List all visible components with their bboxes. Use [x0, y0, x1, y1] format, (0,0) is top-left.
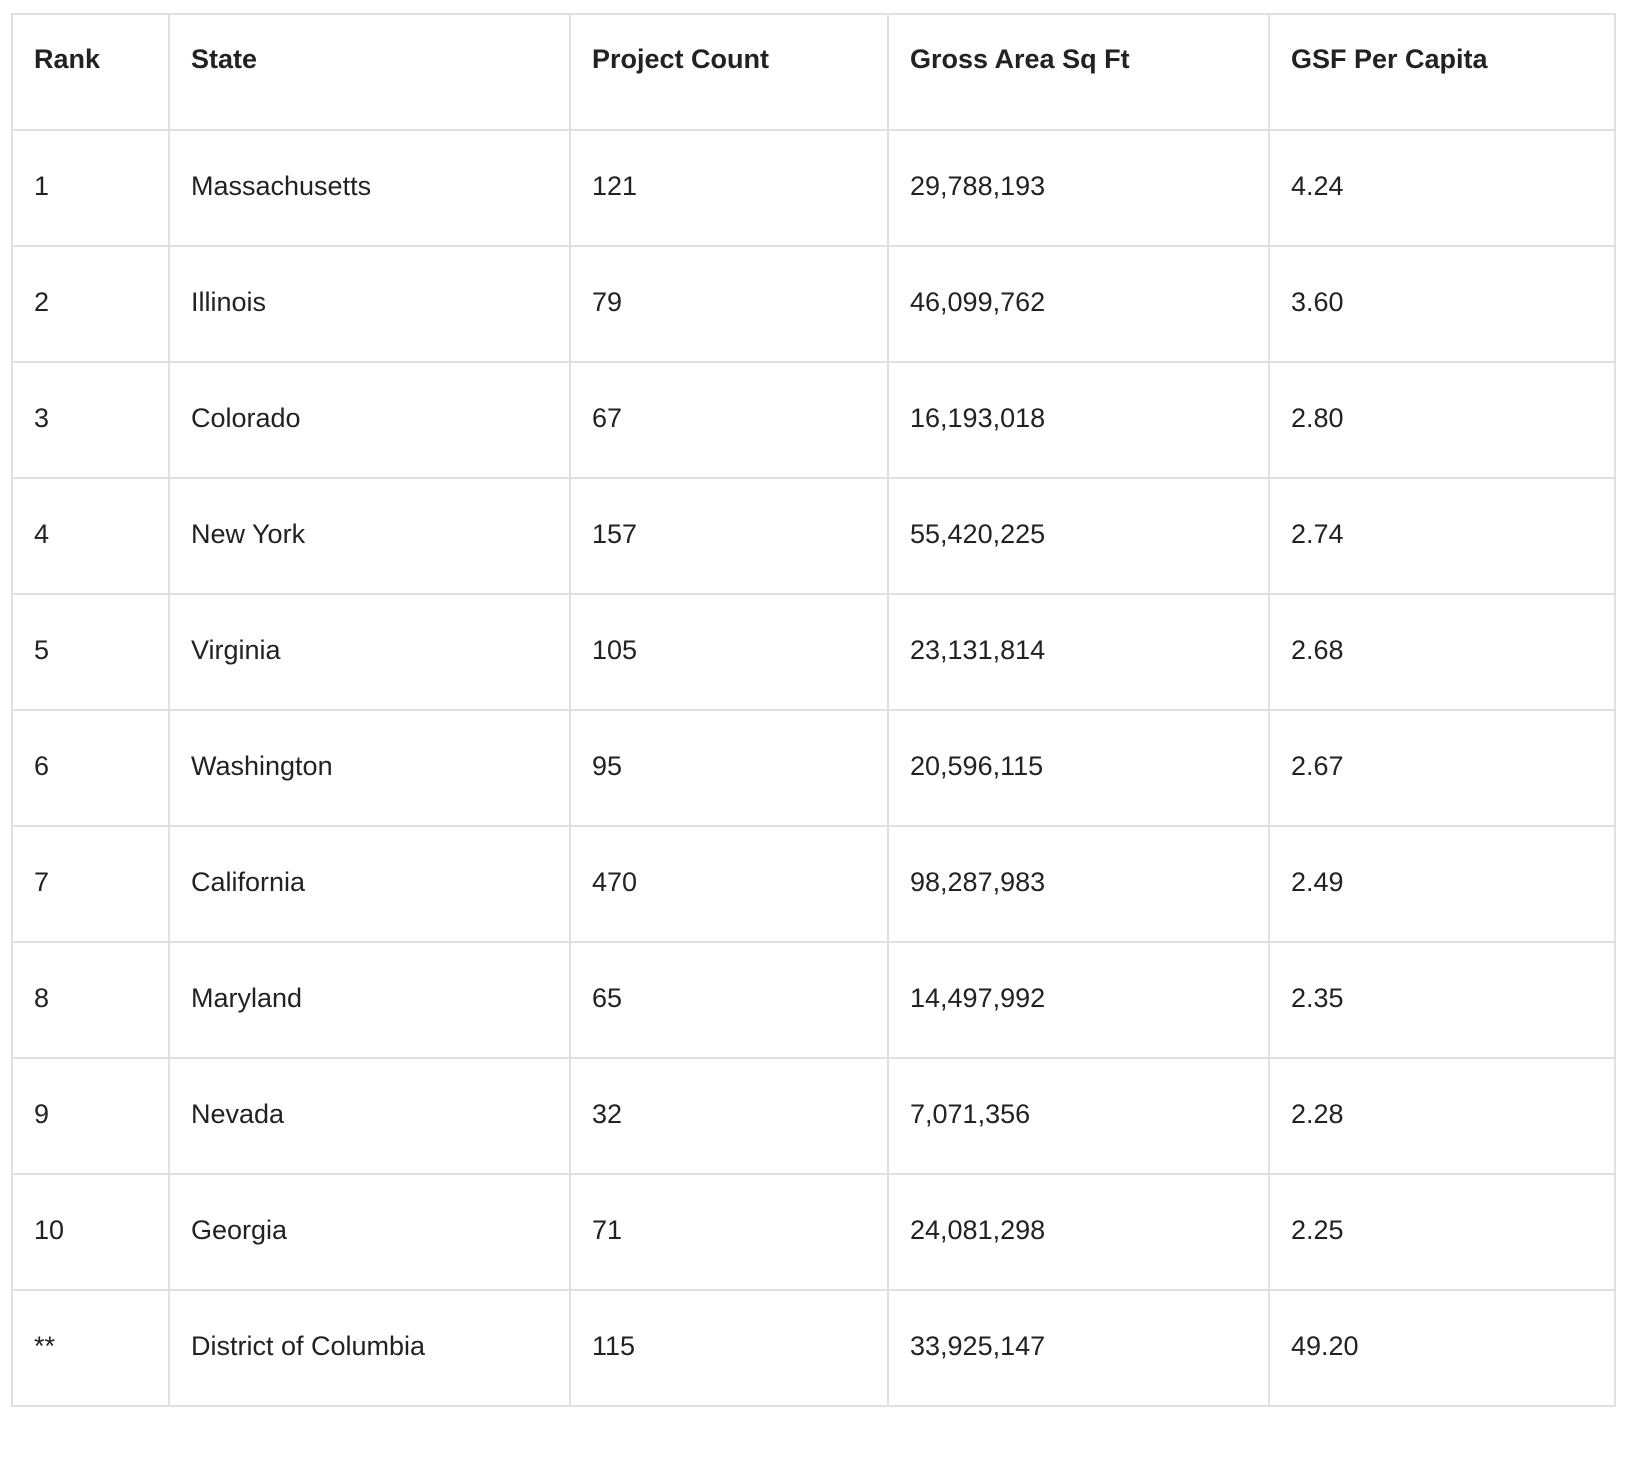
- cell-state: Colorado: [168, 361, 571, 479]
- cell-gsf-per-capita: 4.24: [1268, 129, 1616, 247]
- table-row: 10 Georgia 71 24,081,298 2.25: [11, 1173, 1616, 1291]
- cell-state: Nevada: [168, 1057, 571, 1175]
- cell-state: Georgia: [168, 1173, 571, 1291]
- cell-project-count: 470: [569, 825, 889, 943]
- cell-project-count: 67: [569, 361, 889, 479]
- header-project-count: Project Count: [569, 13, 889, 131]
- cell-gsf-per-capita: 2.80: [1268, 361, 1616, 479]
- cell-project-count: 79: [569, 245, 889, 363]
- table-header: Rank State Project Count Gross Area Sq F…: [11, 13, 1616, 131]
- cell-state: Washington: [168, 709, 571, 827]
- cell-project-count: 95: [569, 709, 889, 827]
- table-row: ** District of Columbia 115 33,925,147 4…: [11, 1289, 1616, 1407]
- cell-rank: 1: [11, 129, 170, 247]
- cell-gross-area: 7,071,356: [887, 1057, 1270, 1175]
- cell-gross-area: 55,420,225: [887, 477, 1270, 595]
- cell-rank: 4: [11, 477, 170, 595]
- header-gross-area: Gross Area Sq Ft: [887, 13, 1270, 131]
- header-row: Rank State Project Count Gross Area Sq F…: [11, 13, 1616, 131]
- table-row: 3 Colorado 67 16,193,018 2.80: [11, 361, 1616, 479]
- cell-state: Illinois: [168, 245, 571, 363]
- cell-gross-area: 33,925,147: [887, 1289, 1270, 1407]
- cell-gsf-per-capita: 49.20: [1268, 1289, 1616, 1407]
- cell-state: District of Columbia: [168, 1289, 571, 1407]
- table-row: 2 Illinois 79 46,099,762 3.60: [11, 245, 1616, 363]
- cell-gross-area: 23,131,814: [887, 593, 1270, 711]
- cell-rank: 6: [11, 709, 170, 827]
- cell-gsf-per-capita: 2.25: [1268, 1173, 1616, 1291]
- table-row: 8 Maryland 65 14,497,992 2.35: [11, 941, 1616, 1059]
- cell-state: California: [168, 825, 571, 943]
- table-row: 9 Nevada 32 7,071,356 2.28: [11, 1057, 1616, 1175]
- cell-gsf-per-capita: 2.67: [1268, 709, 1616, 827]
- cell-gsf-per-capita: 2.35: [1268, 941, 1616, 1059]
- cell-project-count: 105: [569, 593, 889, 711]
- cell-gross-area: 14,497,992: [887, 941, 1270, 1059]
- header-rank: Rank: [11, 13, 170, 131]
- table-row: 4 New York 157 55,420,225 2.74: [11, 477, 1616, 595]
- cell-state: Maryland: [168, 941, 571, 1059]
- table-row: 6 Washington 95 20,596,115 2.67: [11, 709, 1616, 827]
- table-body: 1 Massachusetts 121 29,788,193 4.24 2 Il…: [11, 129, 1616, 1407]
- state-ranking-table-container: Rank State Project Count Gross Area Sq F…: [11, 13, 1616, 1407]
- cell-rank: 2: [11, 245, 170, 363]
- cell-gsf-per-capita: 3.60: [1268, 245, 1616, 363]
- cell-rank: 7: [11, 825, 170, 943]
- cell-project-count: 157: [569, 477, 889, 595]
- cell-gross-area: 20,596,115: [887, 709, 1270, 827]
- table-row: 7 California 470 98,287,983 2.49: [11, 825, 1616, 943]
- cell-gross-area: 29,788,193: [887, 129, 1270, 247]
- cell-rank: 10: [11, 1173, 170, 1291]
- header-state: State: [168, 13, 571, 131]
- cell-rank: **: [11, 1289, 170, 1407]
- cell-gsf-per-capita: 2.74: [1268, 477, 1616, 595]
- cell-gross-area: 98,287,983: [887, 825, 1270, 943]
- cell-project-count: 115: [569, 1289, 889, 1407]
- state-ranking-table: Rank State Project Count Gross Area Sq F…: [11, 13, 1616, 1407]
- cell-rank: 8: [11, 941, 170, 1059]
- header-gsf-per-capita: GSF Per Capita: [1268, 13, 1616, 131]
- cell-state: Virginia: [168, 593, 571, 711]
- table-row: 1 Massachusetts 121 29,788,193 4.24: [11, 129, 1616, 247]
- cell-gross-area: 24,081,298: [887, 1173, 1270, 1291]
- cell-project-count: 65: [569, 941, 889, 1059]
- cell-project-count: 71: [569, 1173, 889, 1291]
- cell-gross-area: 16,193,018: [887, 361, 1270, 479]
- cell-rank: 5: [11, 593, 170, 711]
- cell-gross-area: 46,099,762: [887, 245, 1270, 363]
- cell-rank: 9: [11, 1057, 170, 1175]
- cell-rank: 3: [11, 361, 170, 479]
- cell-project-count: 121: [569, 129, 889, 247]
- cell-gsf-per-capita: 2.68: [1268, 593, 1616, 711]
- cell-state: Massachusetts: [168, 129, 571, 247]
- cell-gsf-per-capita: 2.28: [1268, 1057, 1616, 1175]
- cell-state: New York: [168, 477, 571, 595]
- table-row: 5 Virginia 105 23,131,814 2.68: [11, 593, 1616, 711]
- cell-gsf-per-capita: 2.49: [1268, 825, 1616, 943]
- cell-project-count: 32: [569, 1057, 889, 1175]
